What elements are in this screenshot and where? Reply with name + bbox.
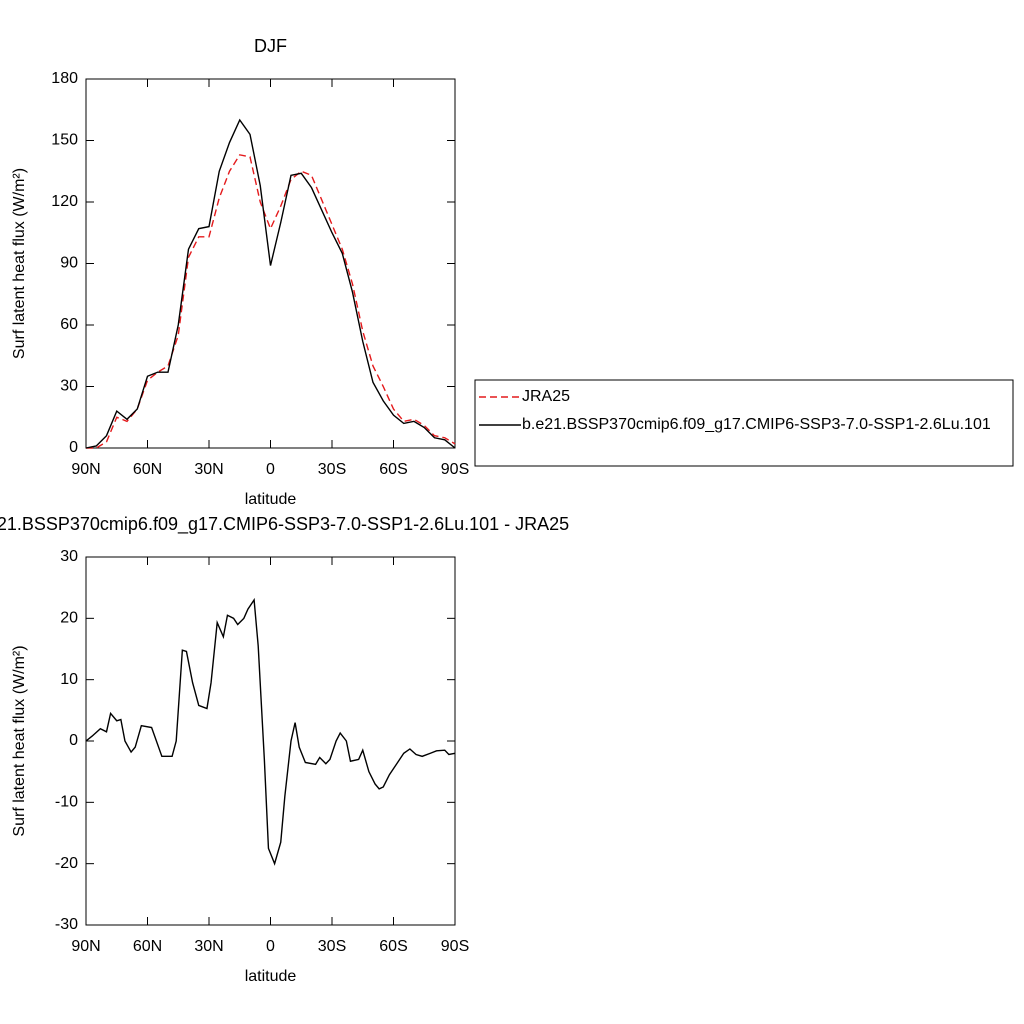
chart-title: DJF: [254, 36, 287, 56]
x-axis-label: latitude: [245, 491, 297, 508]
y-tick-label: -20: [55, 855, 78, 872]
y-tick-label: 150: [51, 132, 78, 149]
y-tick-label: 120: [51, 193, 78, 210]
x-tick-label: 30N: [194, 938, 223, 955]
x-tick-label: 30S: [318, 461, 346, 478]
y-tick-label: 0: [69, 732, 78, 749]
legend-label: b.e21.BSSP370cmip6.f09_g17.CMIP6-SSP3-7.…: [522, 416, 991, 433]
x-tick-label: 90N: [71, 461, 100, 478]
x-tick-label: 60S: [379, 461, 407, 478]
y-tick-label: 90: [60, 255, 78, 272]
y-tick-label: 60: [60, 316, 78, 333]
x-tick-label: 60S: [379, 938, 407, 955]
y-tick-label: 10: [60, 671, 78, 688]
y-tick-label: -30: [55, 916, 78, 933]
x-tick-label: 30N: [194, 461, 223, 478]
x-tick-label: 60N: [133, 938, 162, 955]
y-axis-label: Surf latent heat flux (W/m²): [11, 168, 28, 359]
y-tick-label: -10: [55, 794, 78, 811]
y-axis-label: Surf latent heat flux (W/m²): [11, 645, 28, 836]
series-line: [86, 154, 456, 449]
chart-title: b.e21.BSSP370cmip6.f09_g17.CMIP6-SSP3-7.…: [0, 514, 569, 535]
plot-frame: [85, 556, 456, 926]
x-tick-label: 90S: [441, 938, 469, 955]
series-line: [85, 118, 456, 449]
y-tick-label: 20: [60, 610, 78, 627]
y-tick-label: 0: [69, 439, 78, 456]
x-tick-label: 90S: [441, 461, 469, 478]
x-tick-label: 0: [266, 938, 275, 955]
x-tick-label: 60N: [133, 461, 162, 478]
y-tick-label: 180: [51, 70, 78, 87]
x-tick-label: 90N: [71, 938, 100, 955]
x-tick-label: 0: [266, 461, 275, 478]
y-tick-label: 30: [60, 378, 78, 395]
x-tick-label: 30S: [318, 938, 346, 955]
legend-box: [474, 379, 1014, 467]
y-tick-label: 30: [60, 548, 78, 565]
series-line: [85, 597, 456, 866]
x-axis-label: latitude: [245, 968, 297, 985]
legend-label: JRA25: [522, 388, 570, 405]
